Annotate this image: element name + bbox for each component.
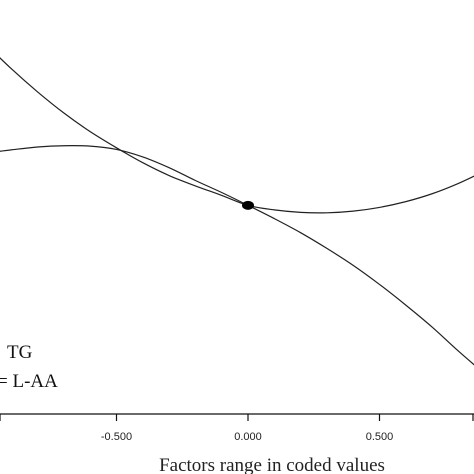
x-axis-ticks: -0.500 0.000 0.500 <box>0 414 474 443</box>
plot-area <box>0 57 474 366</box>
x-tick-label: 0.000 <box>234 431 262 443</box>
legend-entry-l-aa: = L-AA <box>0 371 58 392</box>
series-line-l-aa <box>0 145 474 366</box>
x-axis-title: Factors range in coded values <box>159 455 385 474</box>
x-tick-label: 0.500 <box>366 431 394 443</box>
x-tick-label: -0.500 <box>101 431 132 443</box>
legend: TG = L-AA <box>0 342 58 392</box>
x-axis: -0.500 0.000 0.500 Factors range in coded … <box>0 413 474 474</box>
series-line-tg <box>0 57 474 214</box>
legend-entry-tg: TG <box>7 342 33 363</box>
intersection-point <box>242 200 254 210</box>
